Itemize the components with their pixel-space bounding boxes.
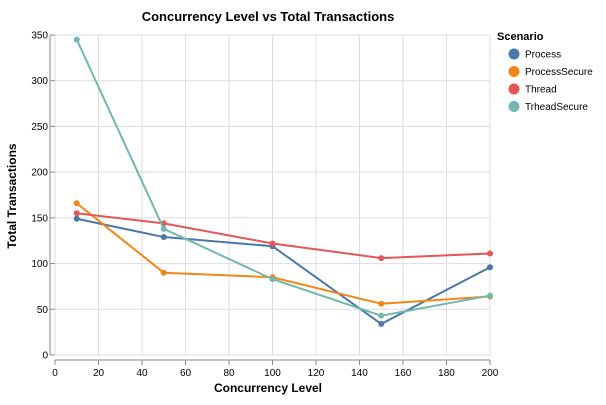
y-tick-label: 50 <box>37 305 49 316</box>
data-point-thread <box>269 240 276 247</box>
data-point-processsecure <box>378 300 385 307</box>
legend-swatch-processsecure <box>508 66 520 77</box>
legend-swatch-process <box>508 48 520 60</box>
chart-title: Concurrency Level vs Total Transactions <box>142 9 395 24</box>
x-tick-label: 140 <box>351 368 368 379</box>
y-axis-title: Total Transactions <box>5 143 19 248</box>
x-tick-label: 80 <box>223 368 235 379</box>
legend-swatch-thread <box>508 83 520 95</box>
y-tick-label: 100 <box>31 259 48 270</box>
legend-label-processsecure: ProcessSecure <box>525 67 593 78</box>
x-axis-title: Concurrency Level <box>214 381 322 395</box>
data-point-trheadsecure <box>487 292 493 299</box>
data-point-trheadsecure <box>269 276 276 283</box>
data-point-thread <box>487 250 493 257</box>
y-tick-label: 200 <box>31 168 48 179</box>
grid-lines <box>54 34 491 356</box>
x-tick-label: 20 <box>93 368 105 379</box>
y-tick-label: 0 <box>42 351 48 362</box>
data-point-processsecure <box>73 200 80 207</box>
legend-title: Scenario <box>497 31 544 43</box>
data-point-trheadsecure <box>378 312 385 319</box>
x-tick-label: 200 <box>482 368 499 379</box>
legend-label-trheadsecure: TrheadSecure <box>525 102 588 113</box>
data-point-thread <box>73 210 80 217</box>
y-tick-label: 300 <box>31 76 48 87</box>
series-line-process <box>76 217 491 326</box>
data-point-thread <box>378 255 385 262</box>
axes: 0 50 100 150 200 250 300 350 0 20 40 60 80 100 120 140 1… <box>31 31 498 380</box>
data-point-trheadsecure <box>160 225 167 232</box>
data-point-process <box>487 264 493 271</box>
x-tick-label: 40 <box>136 368 148 379</box>
series-line-thread <box>76 212 491 260</box>
legend-swatch-trheadsecure <box>508 101 520 112</box>
x-tick-label: 120 <box>308 368 325 379</box>
x-tick-label: 0 <box>52 368 58 379</box>
x-tick-label: 180 <box>438 368 455 379</box>
data-point-process <box>73 215 80 222</box>
data-point-processsecure <box>160 269 167 276</box>
legend-label-thread: Thread <box>525 85 557 96</box>
data-point-trheadsecure <box>73 36 80 43</box>
y-tick-label: 150 <box>31 213 48 224</box>
legend: Scenario Process ProcessSecure Thread Trhea… <box>497 31 593 113</box>
x-tick-label: 60 <box>180 368 192 379</box>
series-lines <box>73 36 493 327</box>
legend-label-process: Process <box>525 50 561 61</box>
x-tick-label: 100 <box>264 368 281 379</box>
y-tick-label: 250 <box>31 122 48 133</box>
data-point-process <box>160 234 167 241</box>
y-tick-label: 350 <box>31 31 48 42</box>
data-point-process <box>378 320 385 327</box>
x-tick-label: 160 <box>395 368 412 379</box>
